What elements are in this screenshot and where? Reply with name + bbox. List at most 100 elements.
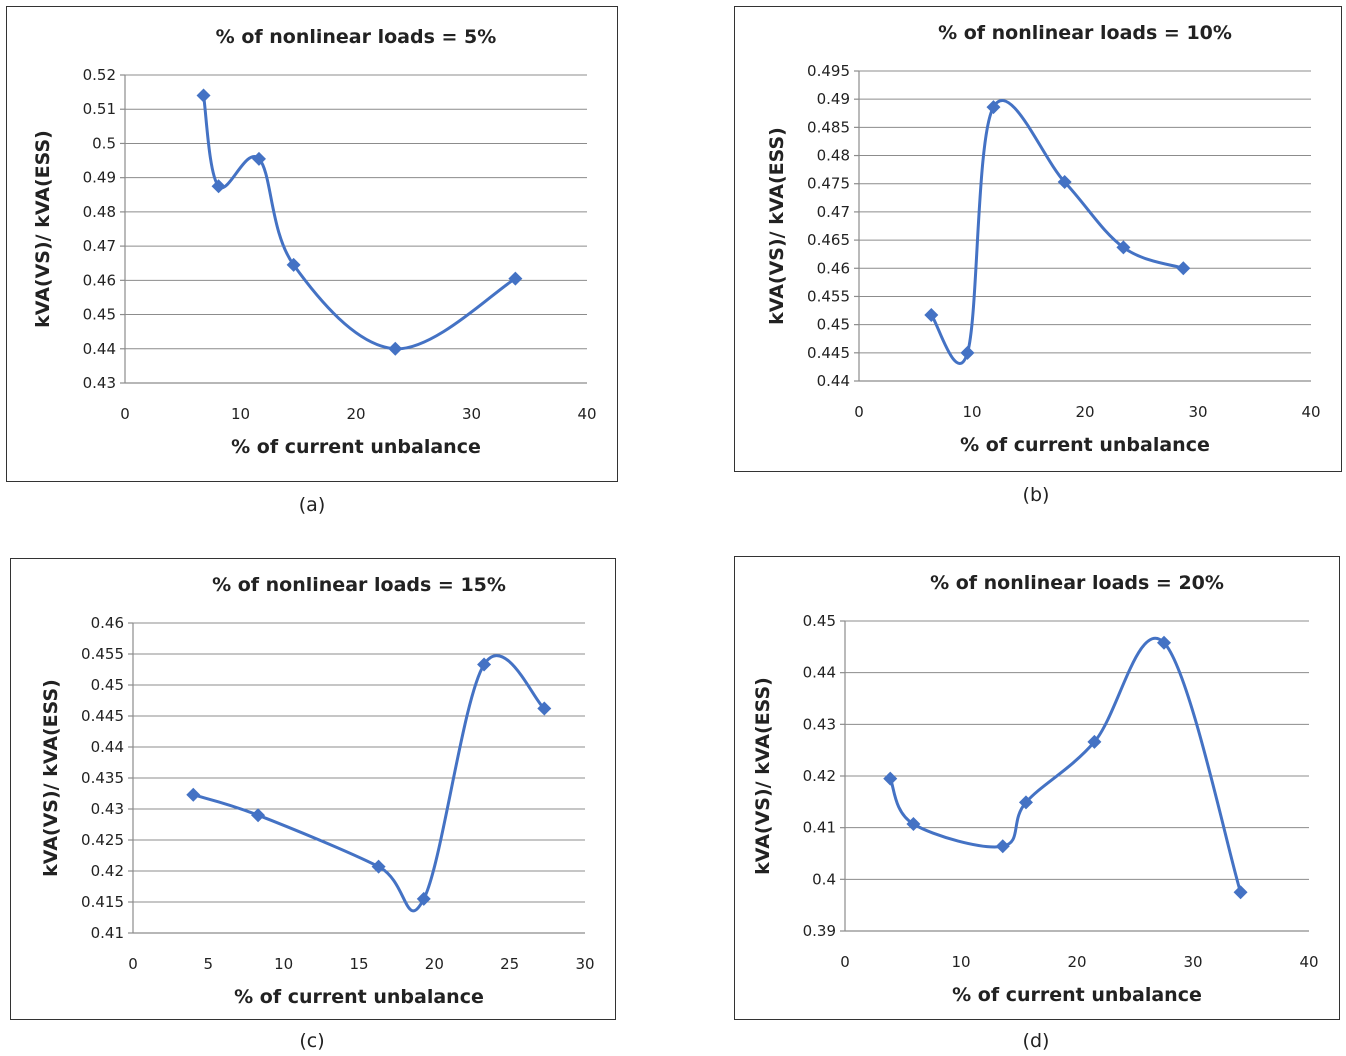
- x-tick-label-a-1: 10: [231, 405, 250, 423]
- chart-svg-b: % of nonlinear loads = 10% 0.44 0.445 0.45 0…: [766, 22, 1321, 456]
- y-tick-label-b-0: 0.44: [817, 372, 850, 390]
- data-point-d-0: [883, 771, 898, 786]
- chart-svg-c: % of nonlinear loads = 15% 0.41 0.415 0.42 0…: [40, 574, 595, 1008]
- x-tick-label-d-1: 10: [951, 953, 970, 971]
- chart-panel-b: % of nonlinear loads = 10% 0.44 0.445 0.45 0…: [734, 6, 1342, 472]
- y-tick-label-c-10: 0.46: [91, 614, 124, 632]
- x-tick-label-d-4: 40: [1299, 953, 1318, 971]
- y-tick-label-b-10: 0.49: [817, 90, 850, 108]
- data-point-b-3: [1057, 175, 1072, 190]
- y-tick-label-b-7: 0.475: [807, 175, 850, 193]
- y-tick-label-b-8: 0.48: [817, 147, 850, 165]
- y-axis-label-b: kVA(VS)/ kVA(ESS): [766, 127, 788, 325]
- data-point-b-2: [986, 100, 1001, 115]
- y-tick-label-b-4: 0.46: [817, 259, 850, 277]
- x-tick-label-b-4: 40: [1301, 403, 1320, 421]
- data-point-b-0: [924, 308, 939, 323]
- x-tick-label-b-3: 30: [1188, 403, 1207, 421]
- data-point-c-4: [477, 657, 492, 672]
- y-tick-label-a-0: 0.43: [83, 374, 116, 392]
- x-tick-label-d-3: 30: [1183, 953, 1202, 971]
- x-axis-label-d: % of current unbalance: [952, 984, 1202, 1006]
- data-point-c-3: [416, 891, 431, 906]
- y-tick-label-b-2: 0.45: [817, 316, 850, 334]
- y-tick-label-d-4: 0.43: [803, 715, 836, 733]
- data-point-d-6: [1233, 885, 1248, 900]
- x-tick-label-c-4: 20: [425, 955, 444, 973]
- y-tick-label-a-7: 0.5: [92, 134, 116, 152]
- caption-a: (a): [298, 494, 326, 516]
- y-tick-label-d-5: 0.44: [803, 664, 836, 682]
- caption-b: (b): [1022, 484, 1050, 506]
- y-tick-label-c-5: 0.435: [81, 769, 124, 787]
- x-axis-label-a: % of current unbalance: [231, 436, 481, 458]
- data-point-b-1: [960, 345, 975, 360]
- data-point-d-5: [1157, 635, 1171, 650]
- y-tick-label-d-0: 0.39: [803, 922, 836, 940]
- data-point-a-5: [508, 271, 523, 286]
- y-tick-label-c-6: 0.44: [91, 738, 124, 756]
- y-tick-label-d-3: 0.42: [803, 767, 836, 785]
- y-tick-label-b-6: 0.47: [817, 203, 850, 221]
- x-tick-label-c-6: 30: [575, 955, 594, 973]
- caption-c: (c): [299, 1030, 325, 1052]
- data-point-c-1: [251, 808, 266, 823]
- y-tick-label-a-3: 0.46: [83, 271, 116, 289]
- chart-title-a: % of nonlinear loads = 5%: [216, 26, 497, 48]
- caption-d: (d): [1022, 1030, 1050, 1052]
- data-point-a-3: [286, 257, 301, 272]
- y-tick-label-a-4: 0.47: [83, 237, 116, 255]
- x-tick-label-b-2: 20: [1075, 403, 1094, 421]
- y-axis-label-c: kVA(VS)/ kVA(ESS): [40, 679, 62, 877]
- y-tick-label-a-1: 0.44: [83, 340, 116, 358]
- data-point-d-3: [1018, 795, 1033, 810]
- x-tick-label-c-2: 10: [274, 955, 293, 973]
- y-tick-label-c-3: 0.425: [81, 831, 124, 849]
- x-tick-label-d-2: 20: [1067, 953, 1086, 971]
- data-point-c-0: [186, 787, 201, 802]
- x-tick-label-a-4: 40: [577, 405, 596, 423]
- x-tick-label-d-0: 0: [840, 953, 850, 971]
- data-point-d-4: [1087, 734, 1102, 749]
- y-tick-label-b-9: 0.485: [807, 118, 850, 136]
- x-tick-label-b-0: 0: [854, 403, 864, 421]
- y-tick-label-d-2: 0.41: [803, 819, 836, 837]
- y-tick-label-c-1: 0.415: [81, 893, 124, 911]
- x-tick-label-c-0: 0: [128, 955, 138, 973]
- x-tick-label-a-3: 30: [462, 405, 481, 423]
- x-tick-label-c-1: 5: [204, 955, 214, 973]
- series-line-a: [202, 95, 517, 351]
- x-tick-label-c-3: 15: [349, 955, 368, 973]
- series-line-c: [192, 654, 546, 913]
- y-tick-label-c-0: 0.41: [91, 924, 124, 942]
- chart-panel-a: % of nonlinear loads = 5% 0.43 0.44 0.45 0.4…: [6, 6, 618, 482]
- y-axis-label-a: kVA(VS)/ kVA(ESS): [32, 130, 54, 328]
- y-tick-label-c-7: 0.445: [81, 707, 124, 725]
- x-axis-label-c: % of current unbalance: [234, 986, 484, 1008]
- y-tick-label-c-4: 0.43: [91, 800, 124, 818]
- data-point-a-4: [388, 341, 403, 356]
- y-tick-label-a-5: 0.48: [83, 203, 116, 221]
- data-point-a-2: [251, 151, 266, 166]
- data-point-d-2: [995, 839, 1010, 854]
- chart-svg-a: % of nonlinear loads = 5% 0.43 0.44 0.45 0.4…: [32, 26, 597, 458]
- data-point-a-1: [211, 179, 226, 194]
- data-point-d-1: [906, 817, 921, 832]
- y-tick-label-a-8: 0.51: [83, 100, 116, 118]
- y-tick-label-a-6: 0.49: [83, 169, 116, 187]
- y-tick-label-b-11: 0.495: [807, 62, 850, 80]
- series-line-b: [930, 99, 1184, 365]
- chart-svg-d: % of nonlinear loads = 20% 0.39 0.4 0.41 0.4…: [752, 572, 1319, 1006]
- y-tick-label-c-8: 0.45: [91, 676, 124, 694]
- y-tick-label-b-1: 0.445: [807, 344, 850, 362]
- y-tick-label-a-2: 0.45: [83, 306, 116, 324]
- data-point-c-2: [371, 859, 386, 874]
- data-point-c-5: [537, 701, 552, 716]
- y-tick-label-a-9: 0.52: [83, 66, 116, 84]
- series-line-d: [888, 636, 1242, 893]
- y-axis-label-d: kVA(VS)/ kVA(ESS): [752, 677, 774, 875]
- chart-panel-d: % of nonlinear loads = 20% 0.39 0.4 0.41 0.4…: [734, 556, 1340, 1020]
- y-tick-label-c-2: 0.42: [91, 862, 124, 880]
- y-tick-label-b-5: 0.465: [807, 231, 850, 249]
- chart-title-b: % of nonlinear loads = 10%: [938, 22, 1232, 44]
